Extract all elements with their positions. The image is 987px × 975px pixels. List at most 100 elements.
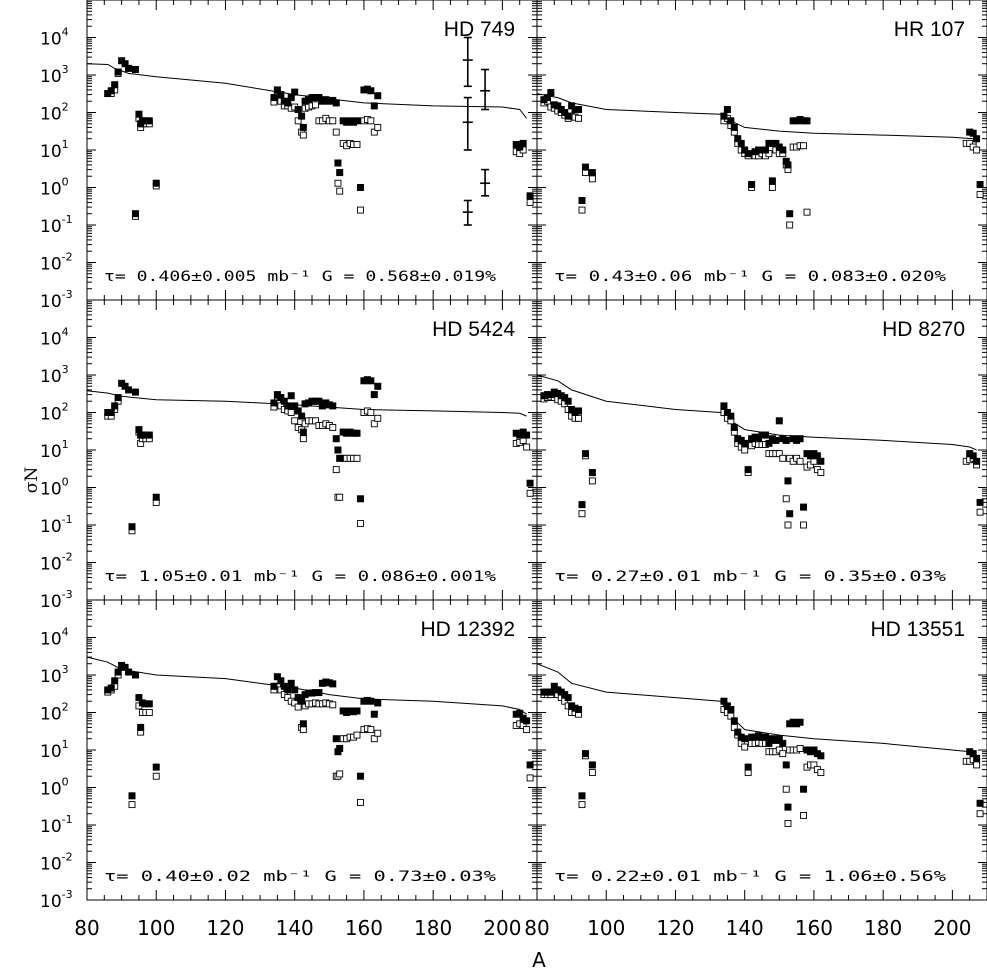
filled-square-point xyxy=(550,682,558,690)
open-square-point xyxy=(741,743,749,751)
panel-frame xyxy=(86,299,538,601)
filled-square-point xyxy=(284,402,292,410)
open-square-point xyxy=(329,701,337,709)
open-square-point xyxy=(775,450,783,458)
filled-square-point xyxy=(772,139,780,147)
open-square-point xyxy=(516,150,524,158)
fit-curve xyxy=(536,93,978,144)
filled-square-point xyxy=(581,450,589,458)
open-square-point xyxy=(294,703,302,711)
error-bar xyxy=(480,68,491,111)
filled-square-point xyxy=(137,723,145,731)
filled-square-point xyxy=(755,435,763,443)
open-square-point xyxy=(152,772,160,780)
filled-square-point xyxy=(270,682,278,690)
y-tick-label: 103 xyxy=(40,363,69,387)
filled-square-point xyxy=(332,435,340,443)
filled-square-point xyxy=(817,752,825,760)
filled-square-point xyxy=(270,399,278,407)
open-square-point xyxy=(291,417,299,425)
error-bar xyxy=(462,199,473,226)
filled-square-point xyxy=(284,686,292,694)
open-square-point xyxy=(800,811,807,819)
filled-square-point xyxy=(803,117,811,125)
open-square-point xyxy=(367,117,375,125)
filled-square-point xyxy=(374,92,382,100)
open-square-point xyxy=(374,729,382,737)
filled-square-point xyxy=(125,668,133,676)
filled-square-point xyxy=(730,123,738,131)
filled-square-point xyxy=(356,495,364,503)
filled-square-point xyxy=(973,457,981,465)
filled-square-point xyxy=(287,679,295,687)
open-square-point xyxy=(370,420,378,428)
filled-square-point xyxy=(519,139,527,147)
star-name-label: HD 12392 xyxy=(420,618,515,641)
filled-square-point xyxy=(561,109,569,116)
filled-square-point xyxy=(744,150,752,158)
open-square-point xyxy=(578,801,586,809)
x-tick-label: 180 xyxy=(414,916,452,940)
open-square-point xyxy=(284,694,292,702)
y-tick-label: 101 xyxy=(40,438,69,462)
filled-square-point xyxy=(135,426,143,434)
filled-square-point xyxy=(737,139,745,147)
filled-square-point xyxy=(277,91,285,99)
filled-square-point xyxy=(145,117,153,125)
panel-hr-107: HR 107 τ= 0.43±0.06 mb⁻¹ G = 0.083±0.020% xyxy=(536,0,987,301)
filled-square-point xyxy=(526,761,534,769)
filled-square-point xyxy=(976,181,984,189)
fit-parameters-label: τ= 0.406±0.005 mb⁻¹ G = 0.568±0.019% xyxy=(104,269,497,285)
open-square-point xyxy=(786,221,794,229)
filled-square-point xyxy=(287,392,295,400)
filled-square-point xyxy=(353,429,361,437)
filled-square-point xyxy=(332,735,340,743)
filled-square-point xyxy=(765,739,773,747)
filled-square-point xyxy=(578,197,586,205)
filled-square-point xyxy=(727,706,735,714)
filled-square-point xyxy=(294,106,302,114)
y-tick-label: 104 xyxy=(40,26,69,50)
filled-square-point xyxy=(270,94,278,102)
filled-square-point xyxy=(973,754,981,762)
open-square-point xyxy=(803,208,811,216)
filled-square-point xyxy=(786,510,794,518)
star-name-label: HD 8270 xyxy=(882,318,965,341)
open-square-point xyxy=(299,726,307,734)
filled-square-point xyxy=(107,409,115,416)
filled-square-point xyxy=(730,717,738,725)
open-square-point xyxy=(800,142,807,150)
open-square-point xyxy=(796,457,804,465)
filled-square-point xyxy=(782,436,790,444)
filled-square-point xyxy=(547,89,555,97)
y-tick-label: 102 xyxy=(40,701,69,725)
filled-square-point xyxy=(800,503,808,511)
filled-square-point xyxy=(277,677,285,685)
open-square-point xyxy=(800,521,807,529)
y-tick-label: 10-1 xyxy=(40,513,73,537)
open-square-point xyxy=(782,495,790,503)
filled-square-point xyxy=(131,388,139,396)
panel-frame xyxy=(536,599,987,901)
open-square-point xyxy=(807,461,814,469)
filled-square-point xyxy=(575,106,583,114)
filled-square-point xyxy=(720,697,728,705)
filled-square-point xyxy=(152,763,160,771)
open-square-point xyxy=(588,477,596,485)
filled-square-point xyxy=(782,761,790,769)
y-axis-title: σN xyxy=(22,467,42,494)
x-tick-label: 200 xyxy=(933,916,971,940)
filled-square-point xyxy=(741,146,749,154)
open-square-point xyxy=(578,206,586,214)
fit-parameters-label: τ= 1.05±0.01 mb⁻¹ G = 0.086±0.001% xyxy=(104,569,497,585)
filled-square-point xyxy=(284,99,292,107)
filled-square-point xyxy=(353,707,361,715)
panel-hd-5424: HD 5424 τ= 1.05±0.01 mb⁻¹ G = 0.086±0.001… xyxy=(86,299,538,601)
open-square-point xyxy=(329,423,337,431)
filled-square-point xyxy=(813,452,821,460)
filled-square-point xyxy=(561,394,569,402)
filled-square-point xyxy=(768,177,776,185)
filled-square-point xyxy=(761,431,769,439)
open-square-point xyxy=(299,131,307,139)
